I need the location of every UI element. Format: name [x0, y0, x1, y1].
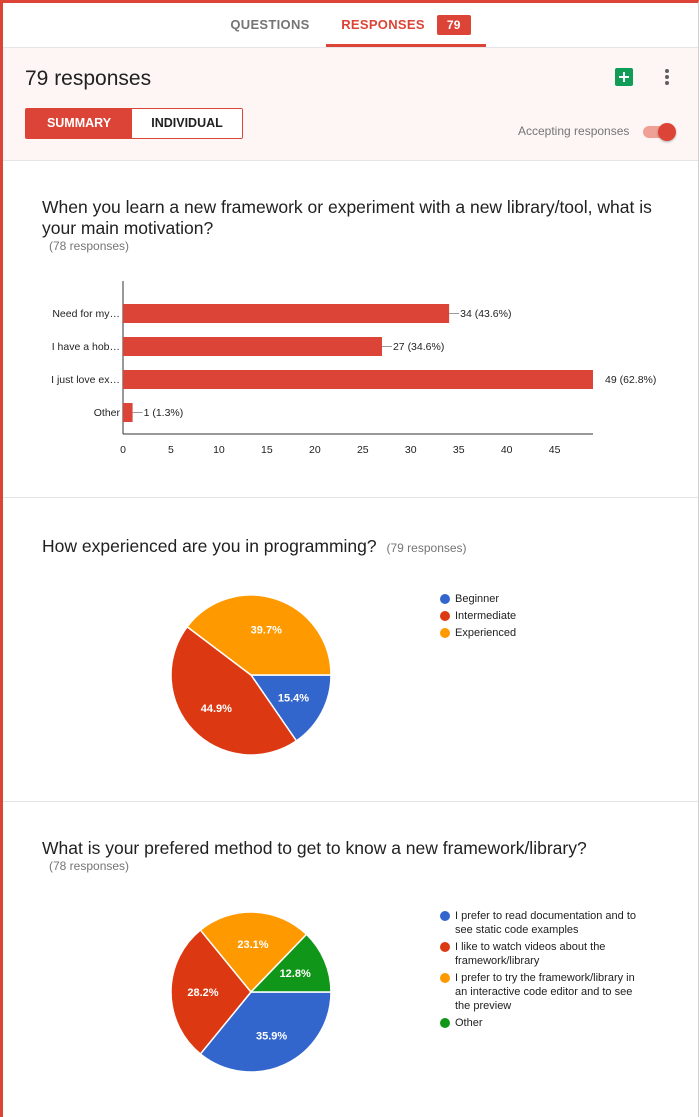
bar-chart: Need for my… 34 (43.6%) I have a hob… 27 (3…	[51, 281, 656, 456]
more-vert-icon[interactable]	[659, 67, 675, 87]
legend-label: I prefer to read documentation and to see…	[455, 910, 637, 936]
legend-item: Other	[440, 1016, 640, 1030]
pie-slice	[186, 594, 332, 676]
legend-label: I prefer to try the framework/library in…	[455, 972, 635, 1012]
question-card-experience: How experienced are you in programming? …	[3, 498, 698, 802]
x-tick-label: 20	[309, 444, 321, 456]
pie-slice	[249, 933, 332, 993]
question-title-text: How experienced are you in programming?	[42, 536, 377, 556]
x-tick-label: 5	[168, 444, 174, 456]
responses-header: 79 responses SUMMARY INDIVIDUAL Acceptin…	[3, 48, 698, 161]
response-count: (78 responses)	[49, 859, 130, 873]
bar	[123, 403, 133, 422]
accepting-responses-label: Accepting responses	[518, 124, 630, 138]
chart-legend: Beginner Intermediate Experienced	[440, 592, 670, 643]
category-label: I have a hob…	[52, 341, 120, 353]
legend-label: Intermediate	[455, 610, 517, 622]
pie-chart-method: 35.9% 28.2% 23.1% 12.8%	[170, 911, 332, 1073]
question-title: When you learn a new framework or experi…	[42, 197, 652, 238]
bar	[123, 337, 382, 356]
legend-item: I like to watch videos about the framewor…	[440, 940, 640, 968]
response-count: (78 responses)	[49, 239, 130, 253]
data-label: 27 (34.6%)	[393, 341, 444, 353]
slice-label: 28.2%	[187, 987, 218, 999]
legend-swatch	[440, 911, 450, 921]
legend-swatch	[440, 628, 450, 638]
sheets-icon[interactable]	[615, 68, 633, 86]
legend-item: Beginner	[440, 592, 670, 606]
legend-swatch	[440, 973, 450, 983]
view-toggle: SUMMARY INDIVIDUAL	[25, 108, 243, 139]
legend-item: I prefer to try the framework/library in…	[440, 971, 640, 1013]
accepting-responses-toggle[interactable]	[643, 123, 677, 141]
legend-item: Experienced	[440, 626, 670, 640]
data-label: 34 (43.6%)	[460, 308, 511, 320]
slice-label: 39.7%	[251, 624, 282, 636]
pie-slice	[199, 911, 308, 994]
individual-button[interactable]: INDIVIDUAL	[132, 109, 242, 138]
legend-item: Intermediate	[440, 609, 670, 623]
data-label: 49 (62.8%)	[605, 374, 656, 386]
x-tick-label: 35	[453, 444, 465, 456]
response-count-badge: 79	[436, 14, 471, 35]
data-label: 1 (1.3%)	[144, 407, 184, 419]
tab-responses-label: RESPONSES	[341, 17, 425, 32]
x-tick-label: 45	[549, 444, 561, 456]
slice-label: 12.8%	[280, 968, 311, 980]
pie-slice	[170, 625, 298, 756]
slice-label: 35.9%	[256, 1030, 287, 1042]
legend-swatch	[440, 942, 450, 952]
legend-swatch	[440, 611, 450, 621]
tab-questions[interactable]: QUESTIONS	[230, 17, 310, 32]
pie-chart-experience: 15.4% 44.9% 39.7%	[170, 594, 332, 756]
pie-slice	[170, 928, 252, 1056]
legend-label: Experienced	[455, 627, 517, 639]
legend-label: Other	[455, 1017, 483, 1029]
x-tick-label: 10	[213, 444, 225, 456]
bar	[123, 370, 593, 389]
x-tick-label: 40	[501, 444, 513, 456]
x-tick-label: 15	[261, 444, 273, 456]
summary-button[interactable]: SUMMARY	[26, 109, 132, 138]
slice-label: 44.9%	[201, 703, 232, 715]
category-label: Other	[94, 407, 121, 419]
tab-responses[interactable]: RESPONSES 79	[326, 3, 486, 47]
legend-swatch	[440, 594, 450, 604]
x-tick-label: 25	[357, 444, 369, 456]
question-title: How experienced are you in programming? …	[42, 536, 467, 559]
category-label: I just love ex…	[51, 374, 120, 386]
x-tick-label: 30	[405, 444, 417, 456]
legend-label: Beginner	[455, 593, 500, 605]
slice-label: 23.1%	[237, 939, 268, 951]
pie-slice	[249, 674, 332, 742]
question-title: What is your prefered method to get to k…	[42, 838, 587, 858]
question-card-motivation: When you learn a new framework or experi…	[3, 161, 698, 498]
slice-label: 15.4%	[278, 692, 309, 704]
tab-bar: QUESTIONS RESPONSES 79	[3, 3, 698, 48]
category-label: Need for my…	[52, 308, 120, 320]
page-title: 79 responses	[25, 67, 152, 90]
response-count: (79 responses)	[386, 541, 467, 555]
legend-label: I like to watch videos about the framewor…	[455, 941, 606, 967]
x-tick-label: 0	[120, 444, 126, 456]
legend-swatch	[440, 1018, 450, 1028]
pie-slice	[199, 991, 332, 1073]
question-card-method: What is your prefered method to get to k…	[3, 802, 698, 1117]
legend-item: I prefer to read documentation and to see…	[440, 909, 640, 937]
bar	[123, 304, 450, 323]
chart-legend: I prefer to read documentation and to see…	[440, 909, 640, 1033]
toggle-knob	[658, 123, 676, 141]
